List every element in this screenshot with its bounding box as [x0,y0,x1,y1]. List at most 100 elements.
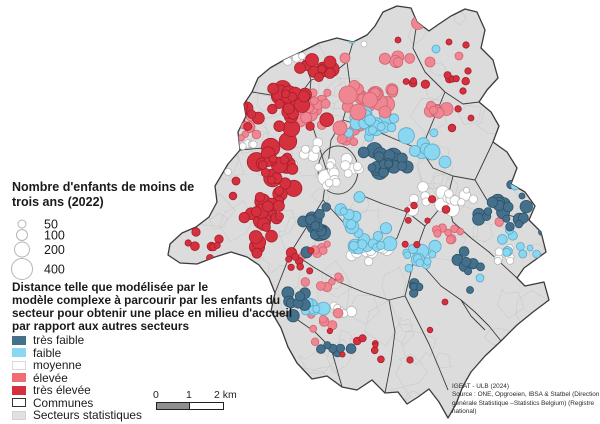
bubble-moyenne [360,40,368,48]
bubble-tres-elevee [467,114,475,122]
bubble-tres-elevee [402,78,410,85]
bubble-elevee [310,337,320,346]
bubble-tres-elevee [282,102,295,115]
bubble-elevee [338,85,358,105]
bubble-faible [429,128,439,138]
class-legend-label: très faible [33,333,85,348]
bubble-moyenne [298,52,306,60]
bubble-tres-elevee [462,41,470,49]
bubble-elevee [300,111,312,124]
bubble-moyenne [417,181,429,193]
bubble-faible [428,239,442,253]
bubble-elevee [251,129,262,140]
bubble-tres-elevee [265,229,278,243]
bubble-elevee [333,308,344,319]
bubble-tres-elevee [326,327,333,335]
bubble-tres-faible [367,163,377,173]
bubble-tres-elevee [279,177,292,190]
bubble-tres-elevee [279,155,290,165]
bubble-elevee [444,228,452,237]
bubble-faible [379,222,393,235]
bubble-tres-elevee [251,247,263,259]
class-legend-label: élevée [33,370,68,385]
bubble-faible [357,239,368,250]
class-legend-label: Secteurs statistiques [33,408,142,423]
bubble-tres-elevee [401,240,409,248]
bubble-faible [423,257,432,266]
bubble-tres-elevee [445,38,453,46]
bubble-faible [346,219,357,230]
bubble-tres-elevee [214,98,228,112]
bubble-elevee [318,246,328,255]
bubble-tres-elevee [261,222,271,232]
bubble-tres-elevee [291,252,300,261]
bubble-tres-elevee [266,175,276,185]
bubble-elevee [323,240,331,248]
bubble-faible [348,36,356,44]
class-legend-swatch [12,385,26,395]
bubble-elevee [217,155,227,165]
bubble-tres-faible [514,219,524,229]
bubble-tres-elevee [248,230,263,244]
scale-bar-label: 0 [153,389,159,401]
bubble-tres-faible [518,192,526,200]
bubble-tres-faible [321,202,331,212]
bubble-elevee [315,281,326,291]
bubble-tres-elevee [247,109,257,119]
class-legend-row: Communes [12,397,142,410]
bubble-tres-elevee [452,75,460,83]
bubble-tres-faible [314,209,325,220]
bubble-moyenne [494,247,504,257]
bubble-faible [423,143,441,161]
class-legend-swatch [12,410,26,420]
bubble-tres-elevee [377,355,385,364]
bubble-moyenne [283,41,291,49]
class-legend-row: moyenne [12,359,142,372]
bubble-tres-faible [397,161,408,172]
bubble-tres-elevee [441,298,449,306]
scale-bar-rect [156,402,224,410]
size-legend-label: 100 [44,228,65,242]
bubble-tres-elevee [184,239,192,247]
bubble-moyenne [352,161,363,172]
class-legend: très faible faible moyenne élevée très élevé… [12,334,142,422]
bubble-tres-elevee [307,247,315,255]
bubble-tres-elevee [228,191,238,201]
bubble-faible [475,273,485,283]
bubble-tres-elevee [243,122,253,132]
class-legend-swatch [12,360,26,370]
bubble-faible [386,122,397,133]
bubble-tres-elevee [213,241,221,249]
bubble-tres-elevee [358,334,367,343]
bubble-elevee [404,53,416,64]
bubble-faible [364,114,376,126]
bubble-tres-elevee [287,263,295,271]
bubble-moyenne [345,305,357,318]
bubble-elevee [349,103,367,121]
bubble-tres-elevee [306,267,314,275]
class-legend-swatch [12,335,26,345]
size-legend-label: 50 [44,217,58,231]
bubble-tres-elevee [285,255,293,263]
bubble-tres-elevee [274,211,284,221]
bubble-tres-elevee [454,105,462,113]
bubble-tres-elevee [258,160,268,170]
bubble-tres-elevee [272,200,285,212]
bubble-moyenne [273,49,281,57]
size-legend-circle [14,241,30,258]
bubble-elevee [328,278,336,286]
bubble-tres-elevee [447,123,457,133]
bubble-tres-faible [373,151,385,162]
bubble-elevee [387,84,398,96]
bubble-faible [428,250,437,259]
bubble-tres-elevee [366,386,374,394]
bubble-faible [502,247,512,257]
region-outline [167,5,550,419]
bubble-tres-elevee [428,195,437,204]
bubble-tres-elevee [459,87,467,95]
bubble-tres-elevee [406,356,414,364]
bubble-tres-elevee [404,207,411,213]
class-legend-row: élevée [12,372,142,385]
class-legend-swatch [12,398,26,408]
bubble-moyenne [468,194,478,204]
